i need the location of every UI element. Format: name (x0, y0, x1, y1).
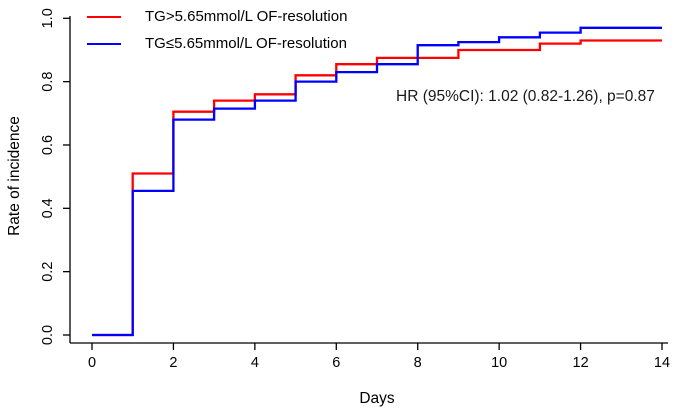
series-curve-0 (92, 39, 662, 337)
chart-legend: TG>5.65mmol/L OF-resolution TG≤5.65mmol/L… (87, 3, 347, 57)
y-tick-label: 0.8 (40, 72, 56, 92)
legend-label: TG>5.65mmol/L OF-resolution (145, 8, 348, 25)
x-tick-label: 10 (491, 355, 507, 371)
x-axis-title: Days (359, 390, 395, 407)
y-tick-label: 0.0 (40, 325, 56, 345)
legend-item-1: TG≤5.65mmol/L OF-resolution (87, 30, 347, 57)
hr-annotation: HR (95%CI): 1.02 (0.82-1.26), p=0.87 (396, 88, 655, 105)
legend-line-swatch (87, 15, 121, 18)
y-tick-label: 0.2 (40, 262, 56, 282)
y-tick-label: 1.0 (40, 8, 56, 28)
y-tick-label: 0.4 (40, 198, 56, 218)
x-tick-label: 6 (332, 355, 340, 371)
x-tick-label: 4 (251, 355, 259, 371)
legend-label: TG≤5.65mmol/L OF-resolution (145, 35, 347, 52)
x-tick-label: 2 (169, 355, 177, 371)
y-tick-label: 0.6 (40, 135, 56, 155)
x-tick-label: 0 (88, 355, 96, 371)
x-tick-label: 8 (414, 355, 422, 371)
series-curve-1 (92, 26, 662, 337)
y-axis-title: Rate of incidence (6, 116, 23, 236)
legend-item-0: TG>5.65mmol/L OF-resolution (87, 3, 347, 30)
x-tick-label: 14 (654, 355, 670, 371)
x-tick-label: 12 (573, 355, 589, 371)
legend-line-swatch (87, 42, 121, 45)
